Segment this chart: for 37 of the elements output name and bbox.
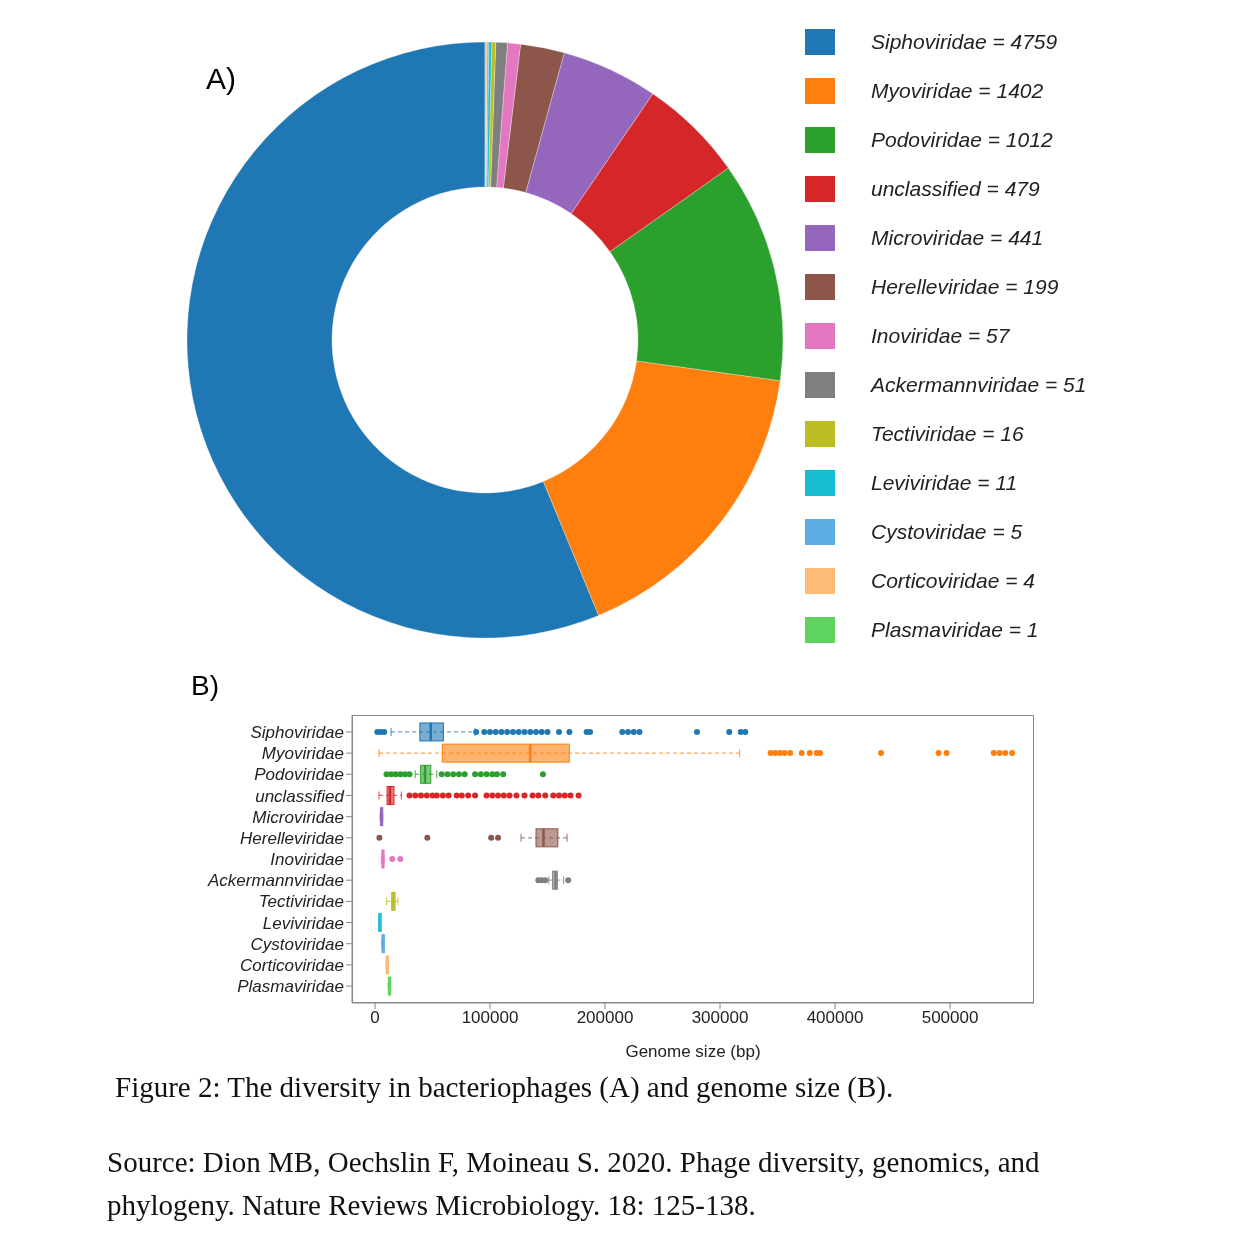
- x-axis-title: Genome size (bp): [625, 1042, 761, 1061]
- legend-label: Siphoviridae = 4759: [871, 29, 1058, 54]
- legend-label: Inoviridae = 57: [871, 323, 1010, 348]
- y-tick-label: Ackermannviridae: [206, 871, 344, 891]
- y-tick-label: Podoviridae: [254, 765, 344, 785]
- legend-label: Corticoviridae = 4: [871, 568, 1035, 593]
- x-tick-label: 0: [370, 1008, 380, 1028]
- y-tick-label: Inoviridae: [270, 850, 344, 870]
- legend-label: Cystoviridae = 5: [871, 519, 1023, 544]
- caption: Figure 2: The diversity in bacteriophages (A) and genome size (B).: [115, 1070, 895, 1105]
- legend-label: Microviridae = 441: [871, 225, 1044, 250]
- x-tick-label: 100000: [461, 1008, 519, 1028]
- y-tick-label: Siphoviridae: [250, 722, 344, 742]
- y-tick-label: Herelleviridae: [240, 828, 344, 848]
- source-note: Source: Dion MB, Oechslin F, Moineau S. 2020. Phage diversity, genomics, and phylogeny. Nature Reviews Microbiology. 18: 125-138.: [107, 1145, 1041, 1223]
- legend-label: Myoviridae = 1402: [871, 78, 1044, 103]
- chart-title: B): [191, 670, 219, 702]
- y-tick-label: Corticoviridae: [240, 955, 344, 975]
- legend-label: Plasmaviridae = 1: [871, 617, 1039, 642]
- x-tick-label: 500000: [921, 1008, 979, 1028]
- y-tick-label: Myoviridae: [261, 744, 344, 764]
- text: A): [206, 62, 236, 96]
- y-tick-label: Microviridae: [252, 807, 344, 827]
- legend-label: unclassified = 479: [871, 176, 1040, 201]
- x-tick-label: 200000: [576, 1008, 634, 1028]
- y-tick-label: Leviviridae: [262, 913, 344, 933]
- y-tick-label: unclassified: [255, 786, 345, 806]
- legend-label: Ackermannviridae = 51: [871, 372, 1087, 397]
- legend-label: Podoviridae = 1012: [871, 127, 1053, 152]
- y-tick-label: Cystoviridae: [250, 934, 344, 954]
- x-tick-label: 300000: [691, 1008, 749, 1028]
- y-tick-label: Tectiviridae: [258, 892, 344, 912]
- y-tick-label: Plasmaviridae: [237, 977, 344, 997]
- legend-label: Leviviridae = 11: [871, 470, 1018, 495]
- x-tick-label: 400000: [806, 1008, 864, 1028]
- legend-label: Tectiviridae = 16: [871, 421, 1024, 446]
- legend-label: Herelleviridae = 199: [871, 274, 1059, 299]
